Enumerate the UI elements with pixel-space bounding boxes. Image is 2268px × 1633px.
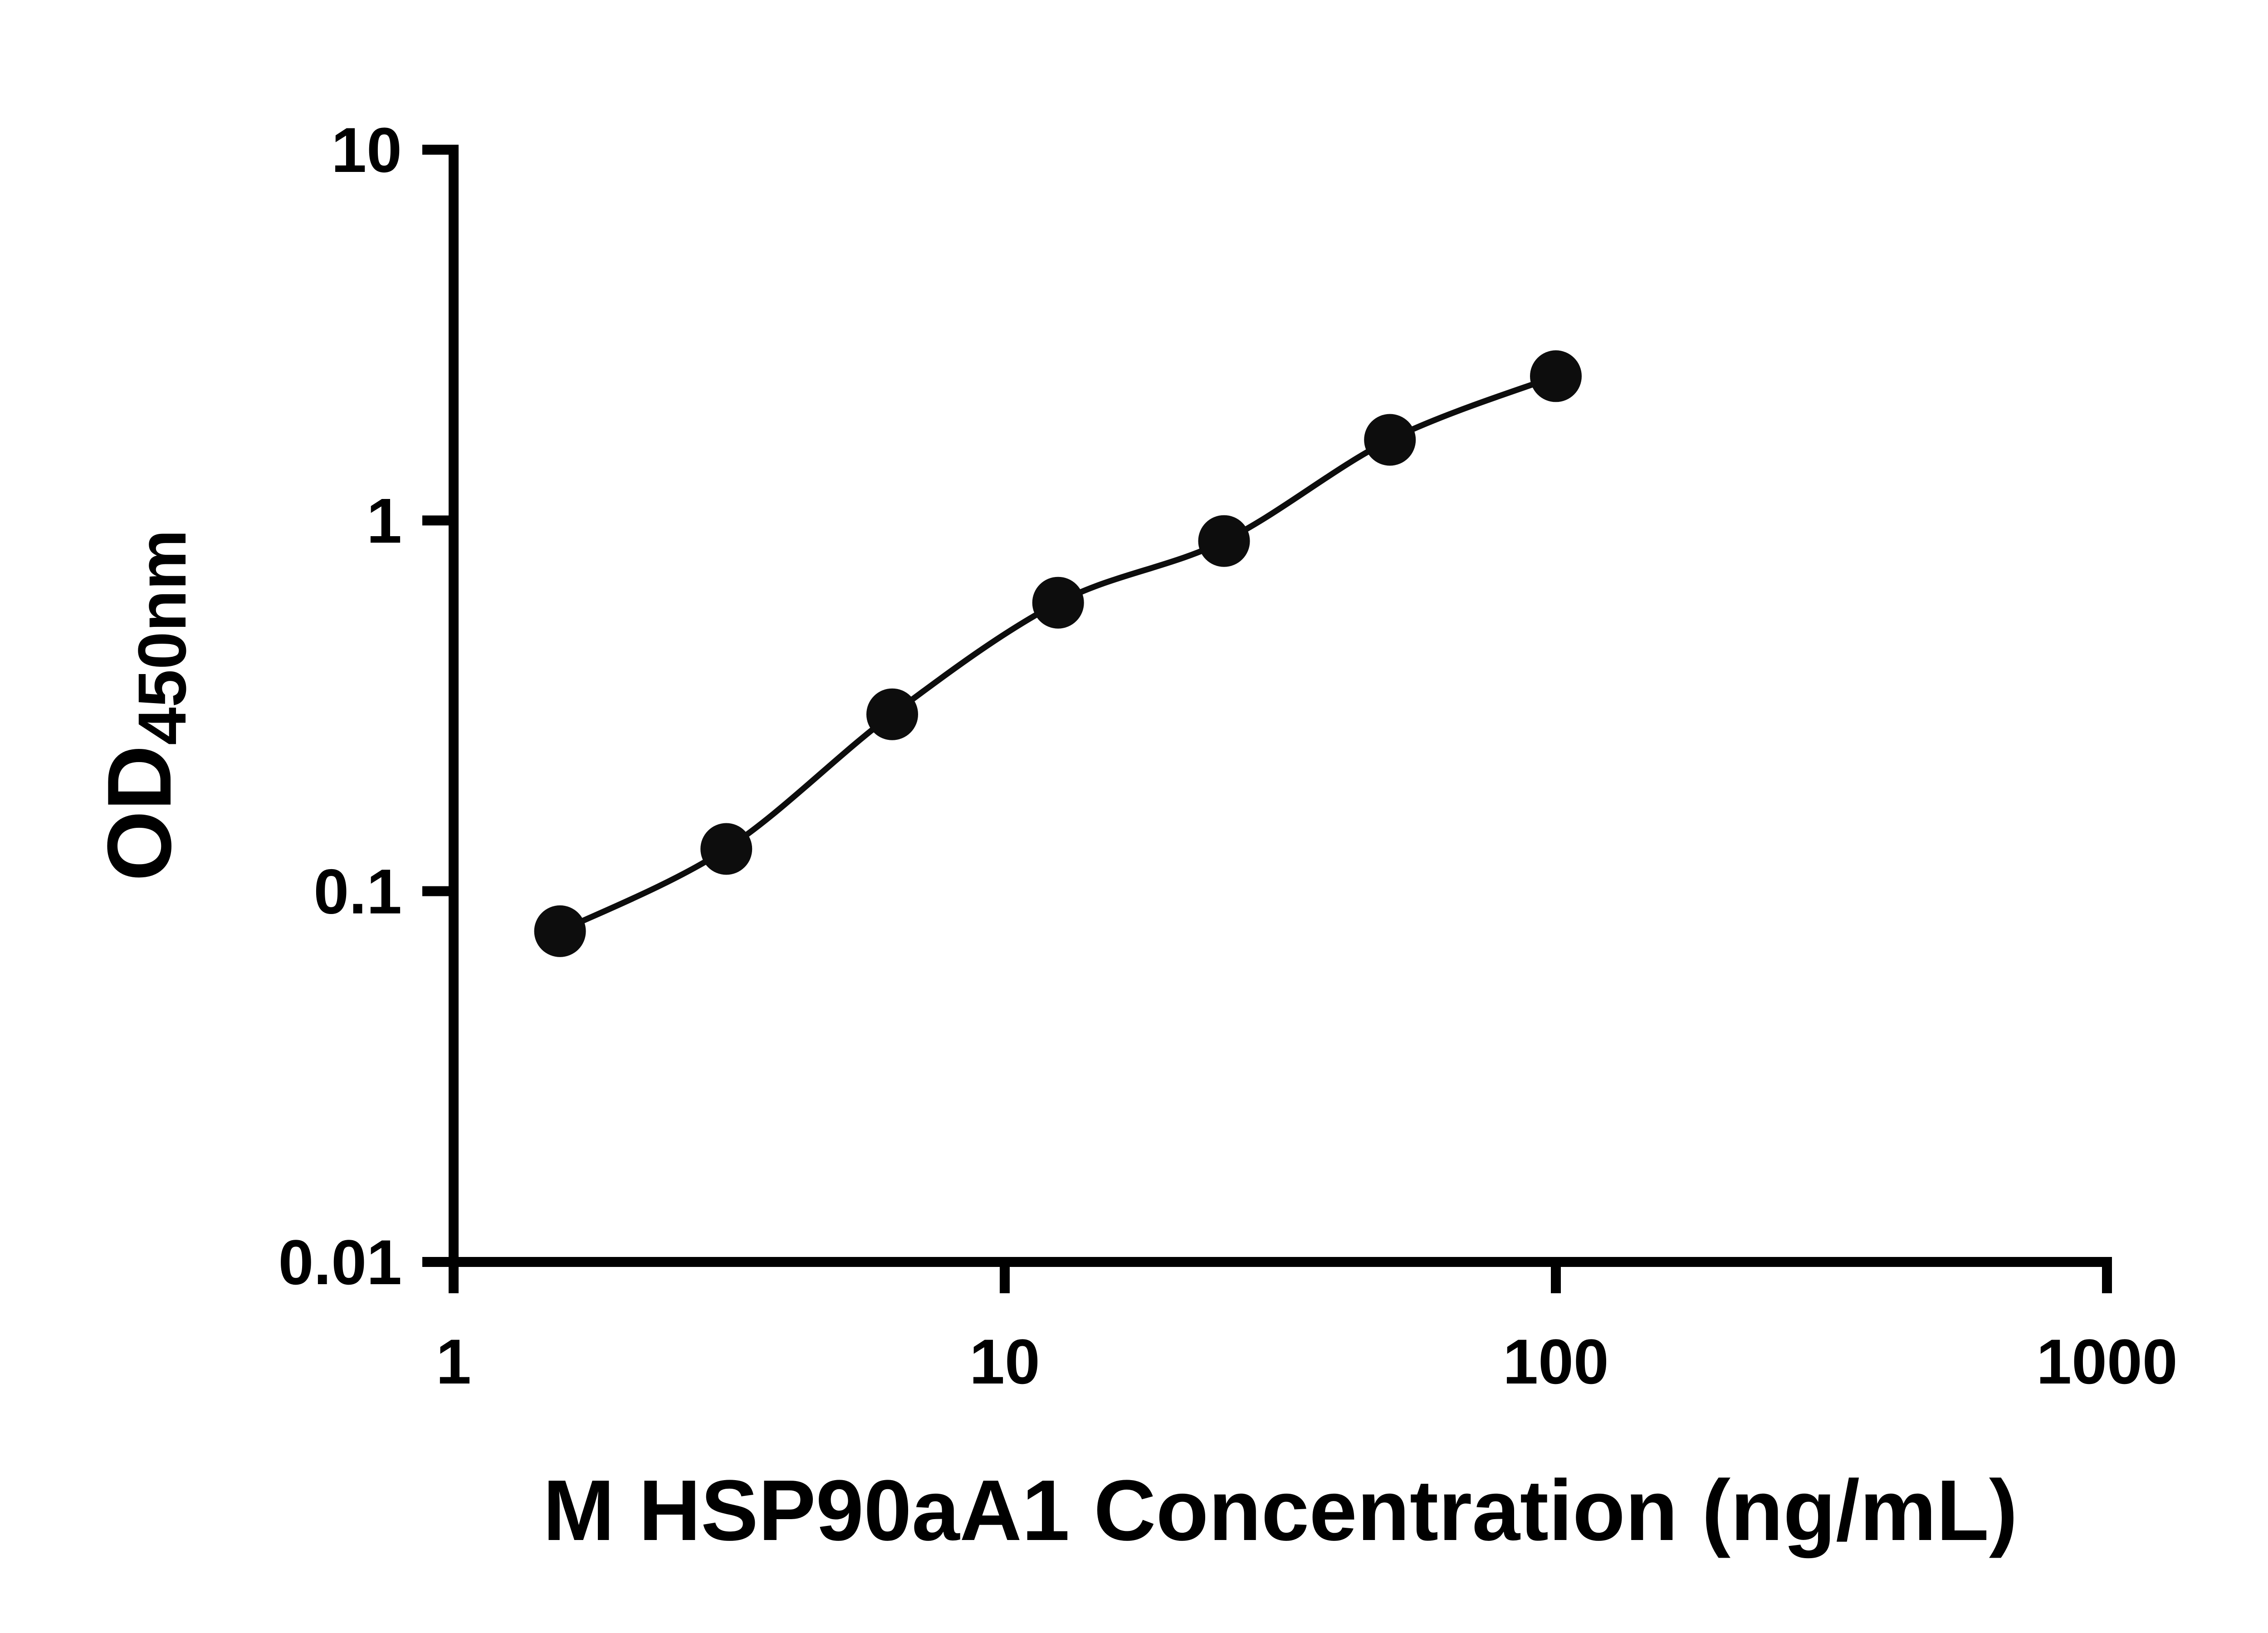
y-axis-title-subscript: 450nm bbox=[124, 529, 200, 745]
data-point bbox=[1364, 414, 1416, 466]
y-axis-title: OD450nm bbox=[89, 529, 200, 881]
data-point bbox=[700, 823, 753, 875]
data-point bbox=[1032, 577, 1084, 629]
x-tick-label: 1 bbox=[436, 1326, 471, 1397]
data-point bbox=[1530, 350, 1582, 402]
y-axis-title-main: OD bbox=[89, 745, 190, 881]
y-tick-label: 10 bbox=[331, 114, 402, 186]
x-tick-label: 1000 bbox=[2036, 1326, 2177, 1397]
data-point bbox=[1198, 515, 1250, 567]
data-point bbox=[534, 905, 586, 957]
data-point bbox=[866, 688, 918, 740]
y-tick-label: 0.1 bbox=[313, 856, 402, 927]
x-tick-label: 100 bbox=[1503, 1326, 1609, 1397]
y-tick-label: 1 bbox=[367, 485, 402, 556]
x-tick-label: 10 bbox=[969, 1326, 1040, 1397]
x-axis-title: M HSP90aA1 Concentration (ng/mL) bbox=[543, 1462, 2018, 1559]
y-tick-label: 0.01 bbox=[279, 1227, 402, 1298]
